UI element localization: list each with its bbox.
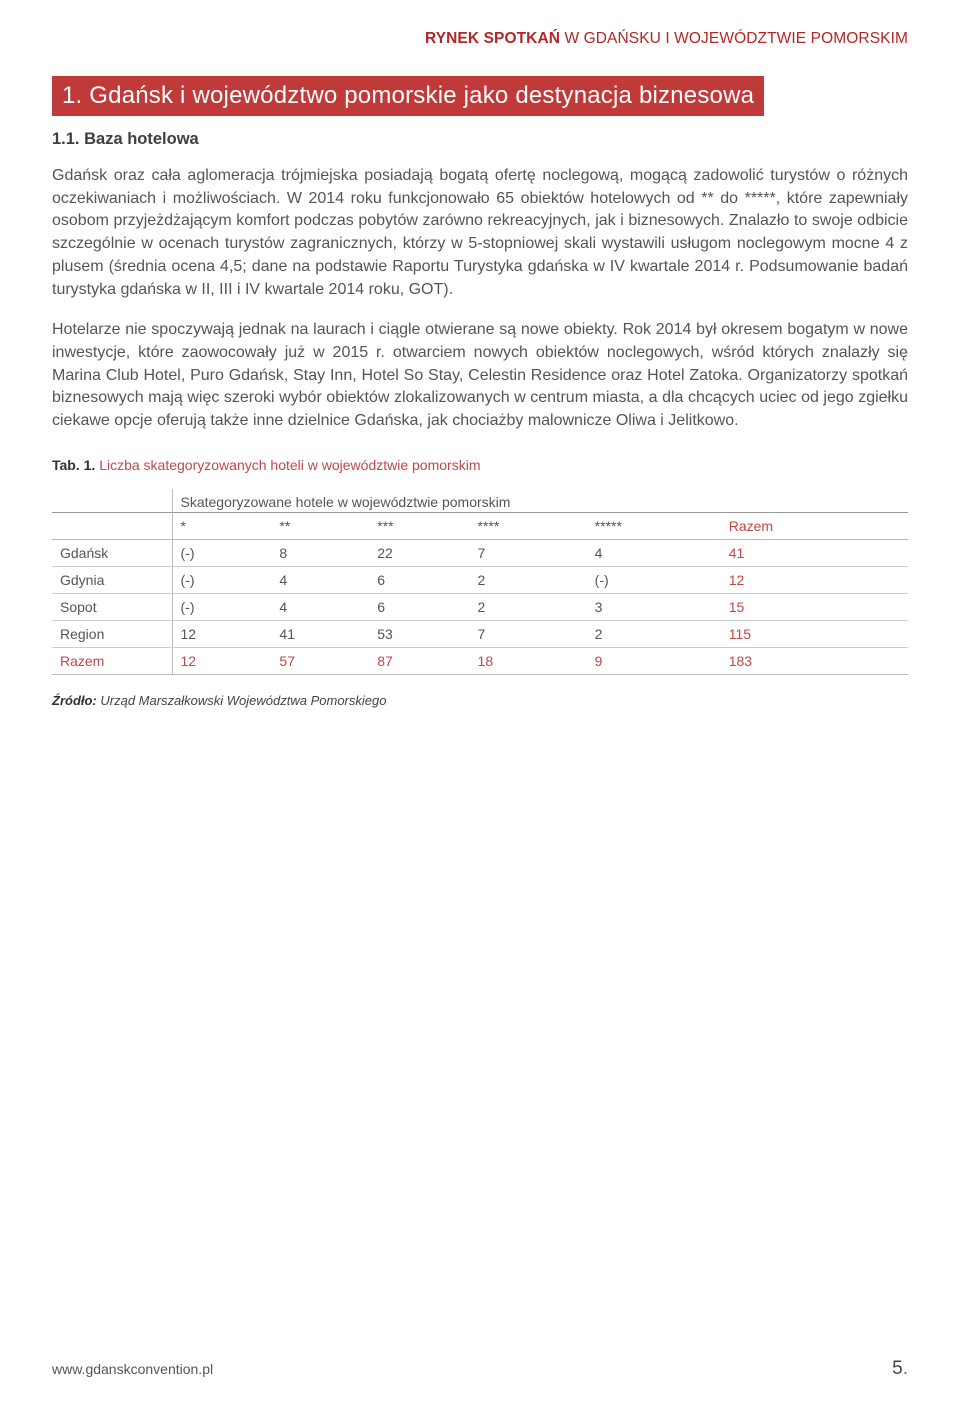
source-rest: Urząd Marszałkowski Województwa Pomorski… xyxy=(97,693,387,708)
table-row: Gdynia(-)462(-)12 xyxy=(52,566,908,593)
table-cell: (-) xyxy=(172,566,271,593)
header-light: W GDAŃSKU I WOJEWÓDZTWIE POMORSKIM xyxy=(560,30,908,47)
source-bold: Źródło: xyxy=(52,693,97,708)
total-c0: 12 xyxy=(172,647,271,674)
paragraph-1: Gdańsk oraz cała aglomeracja trójmiejska… xyxy=(52,165,908,301)
total-c4: 9 xyxy=(587,647,721,674)
total-c2: 87 xyxy=(369,647,469,674)
total-c3: 18 xyxy=(470,647,587,674)
table-subtitle-row: Skategoryzowane hotele w województwie po… xyxy=(52,489,908,513)
subsection-title: 1.1. Baza hotelowa xyxy=(52,130,908,149)
table-cell: 41 xyxy=(721,539,908,566)
table-label: Tab. 1. Liczba skategoryzowanych hoteli … xyxy=(52,457,908,473)
table-cell: (-) xyxy=(172,593,271,620)
table-cell: 2 xyxy=(470,593,587,620)
table-cell: 7 xyxy=(470,539,587,566)
col-3: *** xyxy=(369,512,469,539)
row-label: Gdynia xyxy=(52,566,172,593)
table-cell: 22 xyxy=(369,539,469,566)
row-label: Sopot xyxy=(52,593,172,620)
page-number-digit: 5 xyxy=(892,1358,903,1379)
table-label-rest: Liczba skategoryzowanych hoteli w wojewó… xyxy=(95,457,480,473)
col-2: ** xyxy=(271,512,369,539)
col-1: * xyxy=(172,512,271,539)
page-number: 5. xyxy=(892,1358,908,1380)
total-c5: 183 xyxy=(721,647,908,674)
table-cell: 41 xyxy=(271,620,369,647)
table-cell: 4 xyxy=(271,593,369,620)
table-cell: 115 xyxy=(721,620,908,647)
table-row: Gdańsk(-)8227441 xyxy=(52,539,908,566)
table-cell: 2 xyxy=(587,620,721,647)
table-cell: 8 xyxy=(271,539,369,566)
table-cell: 3 xyxy=(587,593,721,620)
table-cell: 4 xyxy=(587,539,721,566)
table-total-row: Razem 12 57 87 18 9 183 xyxy=(52,647,908,674)
total-c1: 57 xyxy=(271,647,369,674)
table-cell: 12 xyxy=(721,566,908,593)
table-label-bold: Tab. 1. xyxy=(52,457,95,473)
row-label: Gdańsk xyxy=(52,539,172,566)
section-title: 1. Gdańsk i województwo pomorskie jako d… xyxy=(52,76,764,116)
table-cell: 15 xyxy=(721,593,908,620)
header-bold: RYNEK SPOTKAŃ xyxy=(425,30,560,47)
hotels-table: Skategoryzowane hotele w województwie po… xyxy=(52,489,908,675)
section-title-wrap: 1. Gdańsk i województwo pomorskie jako d… xyxy=(52,76,908,116)
table-cell: (-) xyxy=(172,539,271,566)
table-cell: 7 xyxy=(470,620,587,647)
table-subtitle: Skategoryzowane hotele w województwie po… xyxy=(172,489,908,513)
row-label: Region xyxy=(52,620,172,647)
page-number-dot: . xyxy=(903,1358,908,1379)
footer: www.gdanskconvention.pl 5. xyxy=(52,1358,908,1380)
table-source: Źródło: Urząd Marszałkowski Województwa … xyxy=(52,693,908,708)
table-cell: (-) xyxy=(587,566,721,593)
table-cell: 6 xyxy=(369,566,469,593)
table-row: Region12415372115 xyxy=(52,620,908,647)
table-header-row: * ** *** **** ***** Razem xyxy=(52,512,908,539)
running-header: RYNEK SPOTKAŃ W GDAŃSKU I WOJEWÓDZTWIE P… xyxy=(52,30,908,48)
table-cell: 2 xyxy=(470,566,587,593)
paragraph-2: Hotelarze nie spoczywają jednak na laura… xyxy=(52,319,908,433)
col-5: ***** xyxy=(587,512,721,539)
table-row: Sopot(-)462315 xyxy=(52,593,908,620)
table-cell: 53 xyxy=(369,620,469,647)
col-6: Razem xyxy=(721,512,908,539)
footer-url: www.gdanskconvention.pl xyxy=(52,1361,213,1377)
table-cell: 12 xyxy=(172,620,271,647)
col-4: **** xyxy=(470,512,587,539)
total-label: Razem xyxy=(52,647,172,674)
table-cell: 4 xyxy=(271,566,369,593)
table-cell: 6 xyxy=(369,593,469,620)
